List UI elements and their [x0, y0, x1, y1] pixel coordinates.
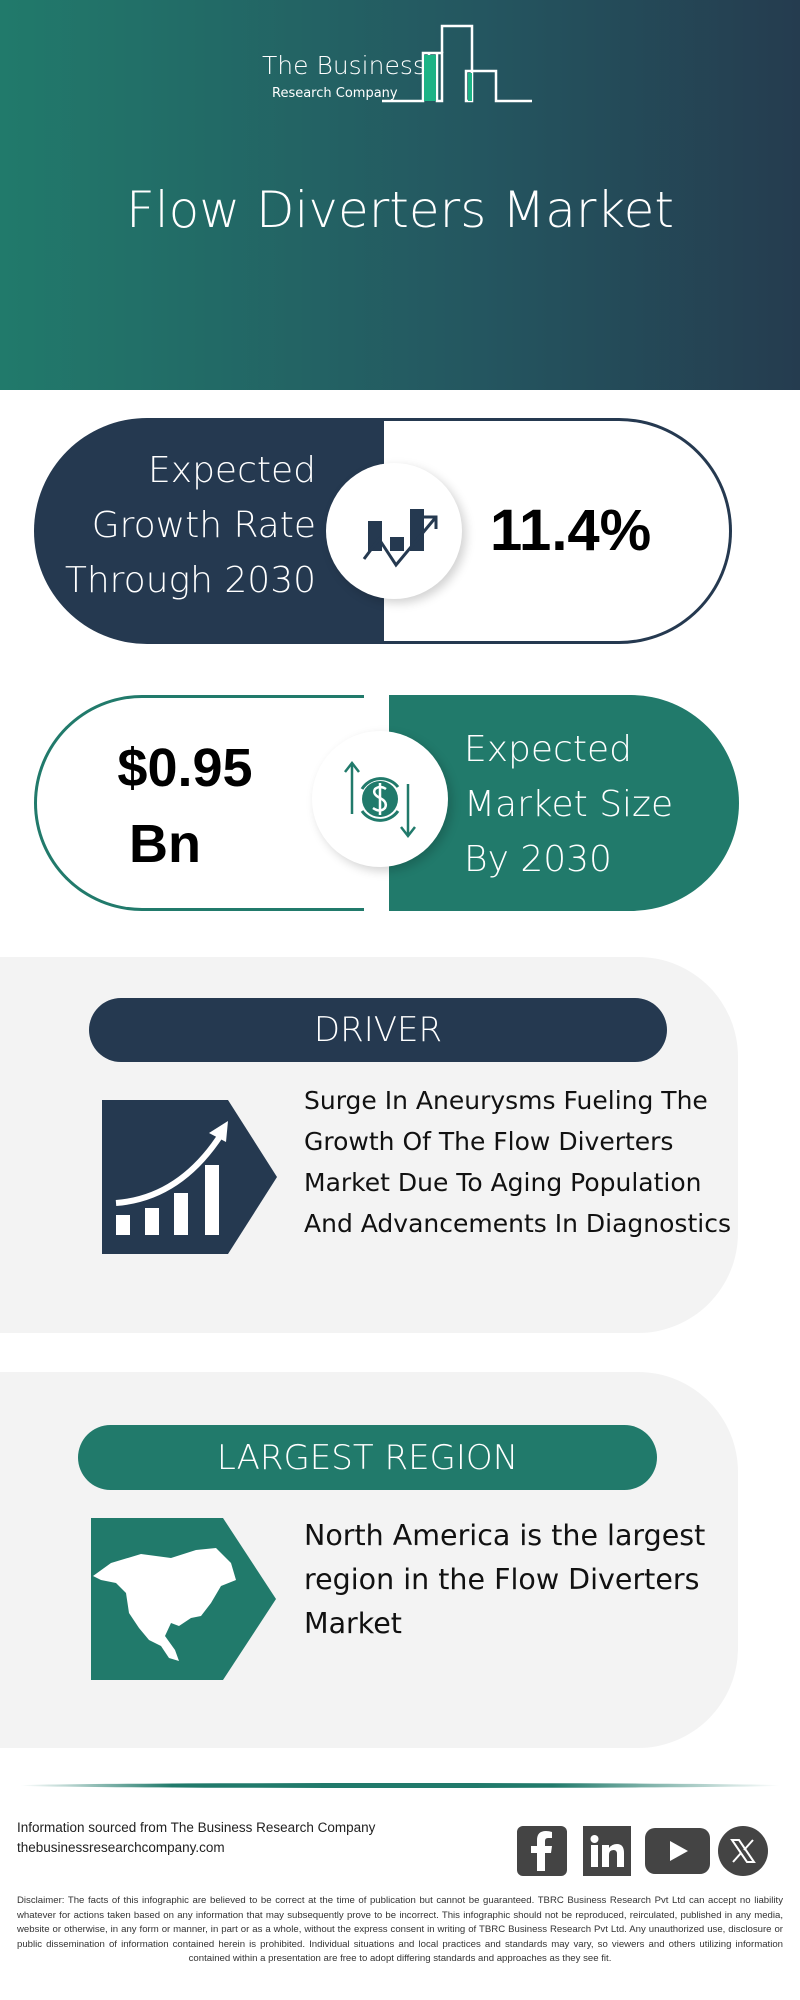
header-banner	[0, 0, 800, 390]
growth-rate-label: Expected Growth Rate Through 2030	[40, 443, 316, 608]
growth-rate-value: 11.4%	[490, 498, 652, 563]
disclaimer: Disclaimer: The facts of this infographi…	[17, 1895, 783, 1964]
x-icon[interactable]	[718, 1826, 768, 1876]
market-size-value-panel	[34, 695, 364, 911]
market-value-line: Bn	[129, 814, 201, 874]
largest-region-text: North America is the largest region in t…	[304, 1519, 706, 1640]
logo-text-line1: The Business	[262, 51, 426, 80]
growth-label-line: Expected	[148, 450, 316, 491]
rising-bar-chart-icon	[102, 1100, 277, 1254]
largest-region-heading: LARGEST REGION	[78, 1425, 657, 1490]
page-title: Flow Diverters Market	[125, 181, 675, 239]
market-value-line: $0.95	[117, 738, 253, 798]
dollar-exchange-icon	[312, 731, 448, 867]
growth-label-line: Through 2030	[64, 560, 316, 601]
source-text: Information sourced from The Business Re…	[17, 1820, 376, 1835]
market-size-value: $0.95 Bn	[80, 730, 290, 882]
growth-rate-label-panel	[34, 418, 384, 644]
footer-divider	[20, 1783, 780, 1788]
facebook-icon[interactable]	[517, 1826, 567, 1876]
market-label-line: By 2030	[464, 839, 612, 880]
youtube-icon[interactable]	[645, 1828, 710, 1874]
north-america-map-icon	[91, 1518, 276, 1680]
logo-text-line2: Research Company	[272, 86, 398, 101]
growth-rate-value-panel	[380, 418, 732, 644]
website-link[interactable]: thebusinessresearchcompany.com	[17, 1840, 225, 1855]
market-label-line: Market Size	[464, 784, 674, 825]
footer-source: Information sourced from The Business Re…	[17, 1818, 375, 1858]
market-size-label: Expected Market Size By 2030	[464, 722, 673, 887]
growth-label-line: Growth Rate	[91, 505, 316, 546]
market-label-line: Expected	[464, 729, 632, 770]
growth-chart-icon	[326, 463, 462, 599]
driver-heading: DRIVER	[89, 998, 667, 1062]
building-logo-icon	[382, 24, 532, 103]
linkedin-icon[interactable]	[583, 1826, 631, 1876]
driver-text: Surge In Aneurysms Fueling The Growth Of…	[304, 1086, 731, 1238]
